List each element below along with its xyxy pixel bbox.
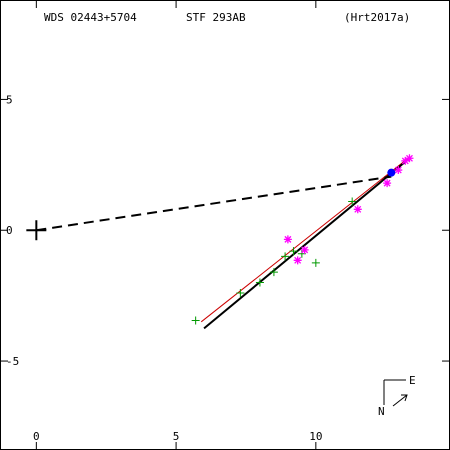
speckle-point [401,156,410,165]
compass-north-label: N [378,405,385,418]
latest-point [387,168,396,177]
fit-line [200,157,409,323]
x-tick-label: 0 [33,430,40,443]
node-line [36,175,392,232]
y-tick-label: -5 [6,355,19,368]
measurement-points [191,154,414,325]
compass-arrow-shaft [392,394,408,407]
header-star-id: WDS 02443+5704 [44,11,137,24]
compass-arrow-head [401,394,408,402]
micrometer-point [281,252,290,261]
speckle-point [293,256,302,265]
micrometer-point [269,268,278,277]
compass-east-label: E [409,374,416,387]
x-tick-label: 5 [173,430,180,443]
speckle-point [394,166,403,175]
header-orbit-ref: (Hrt2017a) [344,11,410,24]
orbit-arc [203,157,411,330]
micrometer-point [191,316,200,325]
y-tick-label: 0 [6,224,13,237]
micrometer-point [236,289,245,298]
speckle-point [405,154,414,163]
x-tick-label: 10 [309,430,322,443]
micrometer-point [311,258,320,267]
speckle-point [300,245,309,254]
micrometer-point [348,197,357,206]
micrometer-point [289,247,298,256]
micrometer-point [255,278,264,287]
header-discoverer: STF 293AB [186,11,246,24]
compass: N E [378,374,416,418]
speckle-point [353,205,362,214]
speckle-point [383,179,392,188]
y-tick-label: 5 [6,93,13,106]
speckle-point [283,235,292,244]
orbit-lines [26,157,411,330]
